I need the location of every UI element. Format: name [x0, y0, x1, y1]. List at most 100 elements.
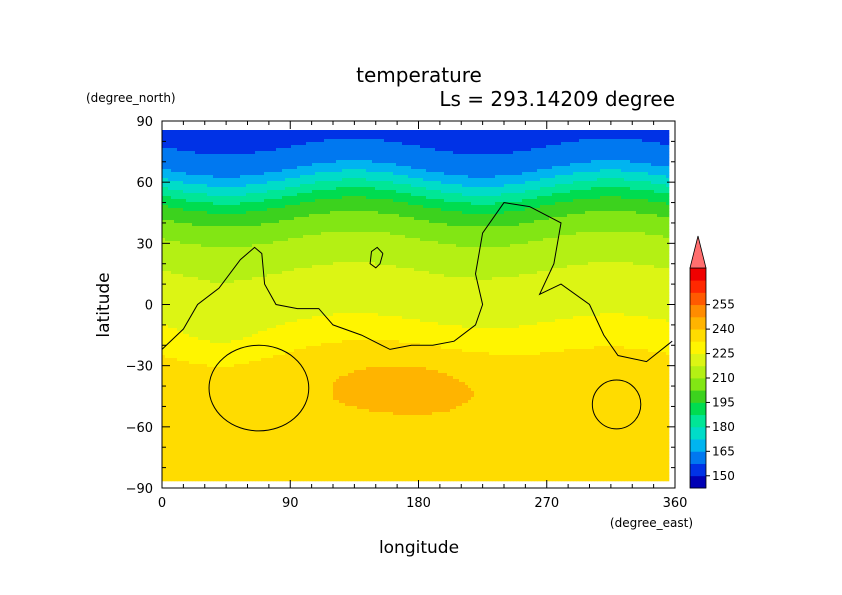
field-cell: [411, 202, 415, 206]
field-cell: [648, 160, 652, 164]
field-cell: [405, 184, 409, 188]
field-cell: [366, 130, 370, 134]
field-cell: [609, 202, 613, 206]
field-cell: [654, 205, 658, 209]
field-cell: [492, 169, 496, 173]
field-cell: [438, 187, 442, 191]
field-cell: [279, 142, 283, 146]
field-cell: [372, 184, 376, 188]
field-cell: [258, 136, 262, 140]
field-cell: [255, 133, 259, 137]
field-cell: [639, 166, 643, 170]
field-cell: [594, 184, 598, 188]
field-cell: [279, 163, 283, 167]
field-cell: [525, 214, 529, 218]
field-cell: [351, 139, 355, 143]
field-cell: [294, 193, 298, 197]
field-cell: [171, 196, 175, 200]
field-cell: [606, 139, 610, 143]
field-cell: [171, 217, 175, 221]
field-cell: [597, 163, 601, 167]
field-cell: [168, 157, 172, 161]
field-cell: [510, 133, 514, 137]
field-cell: [651, 133, 655, 137]
field-cell: [435, 181, 439, 185]
field-cell: [498, 199, 502, 203]
field-cell: [327, 163, 331, 167]
field-cell: [633, 196, 637, 200]
field-cell: [240, 199, 244, 203]
field-cell: [561, 193, 565, 197]
field-cell: [405, 193, 409, 197]
field-cell: [483, 214, 487, 218]
field-cell: [237, 211, 241, 215]
field-cell: [498, 145, 502, 149]
field-cell: [381, 163, 385, 167]
field-cell: [378, 133, 382, 137]
field-cell: [528, 199, 532, 203]
field-cell: [429, 151, 433, 155]
field-cell: [606, 178, 610, 182]
field-cell: [492, 160, 496, 164]
field-cell: [483, 196, 487, 200]
field-cell: [285, 148, 289, 152]
field-cell: [654, 190, 658, 194]
field-cell: [369, 181, 373, 185]
field-cell: [564, 199, 568, 203]
field-cell: [516, 130, 520, 134]
field-cell: [639, 202, 643, 206]
field-cell: [558, 142, 562, 146]
field-cell: [279, 190, 283, 194]
field-cell: [396, 166, 400, 170]
field-cell: [390, 211, 394, 215]
field-cell: [531, 142, 535, 146]
field-cell: [246, 193, 250, 197]
field-cell: [390, 145, 394, 149]
field-cell: [522, 193, 526, 197]
field-cell: [378, 214, 382, 218]
field-cell: [555, 169, 559, 173]
field-cell: [282, 163, 286, 167]
field-cell: [441, 142, 445, 146]
field-cell: [654, 142, 658, 146]
field-cell: [546, 202, 550, 206]
field-cell: [441, 193, 445, 197]
field-cell: [249, 157, 253, 161]
field-cell: [249, 136, 253, 140]
field-cell: [288, 154, 292, 158]
field-cell: [357, 181, 361, 185]
field-cell: [321, 205, 325, 209]
field-cell: [486, 145, 490, 149]
field-cell: [654, 187, 658, 191]
field-cell: [420, 208, 424, 212]
field-cell: [246, 208, 250, 212]
field-cell: [414, 133, 418, 137]
field-cell: [423, 139, 427, 143]
field-cell: [255, 145, 259, 149]
field-cell: [339, 163, 343, 167]
field-cell: [291, 187, 295, 191]
field-cell: [294, 214, 298, 218]
field-cell: [603, 199, 607, 203]
field-cell: [582, 142, 586, 146]
field-cell: [303, 199, 307, 203]
field-cell: [489, 214, 493, 218]
field-cell: [177, 190, 181, 194]
field-cell: [372, 196, 376, 200]
field-cell: [600, 181, 604, 185]
field-cell: [381, 214, 385, 218]
field-cell: [546, 133, 550, 137]
field-cell: [609, 175, 613, 179]
field-cell: [300, 190, 304, 194]
field-cell: [567, 190, 571, 194]
field-cell: [192, 187, 196, 191]
field-cell: [459, 181, 463, 185]
field-cell: [384, 214, 388, 218]
field-cell: [606, 166, 610, 170]
field-cell: [276, 211, 280, 215]
field-cell: [471, 136, 475, 140]
field-cell: [537, 214, 541, 218]
field-cell: [348, 211, 352, 215]
field-cell: [210, 169, 214, 173]
field-cell: [489, 169, 493, 173]
